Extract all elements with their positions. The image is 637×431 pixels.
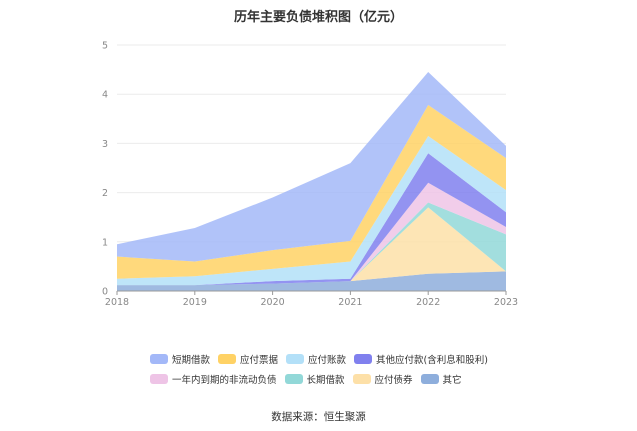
chart-plot: 0 1 2 3 4 5 2018 2019 2020 2021 2022 2023 (102, 41, 518, 309)
area-series-8 (117, 72, 506, 262)
legend-swatch (352, 374, 371, 384)
legend-swatch (286, 354, 305, 364)
legend-label: 其他应付款(含利息和股利) (376, 355, 488, 366)
legend-row: 短期借款 应付票据 应付账款 其他应付款(含利息和股利) (150, 352, 510, 372)
chart-title: 历年主要负债堆积图（亿元） (233, 10, 403, 25)
x-tick-label: 2020 (261, 297, 285, 308)
legend-label: 应付债券 (374, 375, 413, 386)
legend-swatch (284, 374, 303, 384)
y-tick-label: 3 (102, 139, 108, 150)
y-tick-label: 0 (102, 287, 108, 298)
x-tick-label: 2021 (338, 297, 362, 308)
legend-label: 应付票据 (240, 355, 279, 366)
legend-item[interactable]: 应付债券 (352, 372, 413, 386)
legend-row: 一年内到期的非流动负债 长期借款 应付债券 其它 (150, 372, 510, 392)
data-source: 数据来源：恒生聚源 (271, 411, 366, 423)
x-tick-label: 2018 (105, 297, 129, 308)
legend-item[interactable]: 应付票据 (218, 352, 278, 366)
legend-item[interactable]: 一年内到期的非流动负债 (150, 372, 277, 386)
legend-item[interactable]: 长期借款 (284, 372, 345, 386)
legend-label: 短期借款 (172, 355, 211, 366)
legend-swatch (150, 354, 168, 364)
area-series-2 (117, 207, 506, 286)
area-series-4 (117, 182, 506, 286)
area-series-7 (117, 105, 506, 279)
legend-item[interactable]: 其它 (420, 372, 462, 386)
area-series-5 (117, 153, 506, 286)
axes: 0 1 2 3 4 5 2018 2019 2020 2021 2022 2023 (102, 41, 518, 309)
legend-item[interactable]: 应付账款 (286, 352, 346, 366)
legend-label: 一年内到期的非流动负债 (172, 375, 277, 386)
legend-item[interactable]: 其他应付款(含利息和股利) (354, 352, 488, 366)
area-series-6 (117, 136, 506, 286)
legend-label: 应付账款 (308, 355, 347, 366)
y-tick-label: 1 (102, 237, 108, 248)
y-tick-label: 5 (102, 41, 108, 52)
legend-swatch (420, 374, 439, 384)
legend-swatch (150, 374, 168, 384)
area-series (117, 72, 506, 291)
y-tick-label: 2 (102, 188, 108, 199)
legend: 短期借款 应付票据 应付账款 其他应付款(含利息和股利) 一年内到期的非流动负债 长期借款… (150, 352, 510, 392)
legend-swatch (354, 354, 373, 364)
y-tick-label: 4 (102, 90, 108, 101)
area-series-3 (117, 202, 506, 286)
x-tick-label: 2023 (494, 297, 518, 308)
legend-swatch (218, 354, 237, 364)
legend-label: 其它 (442, 375, 462, 386)
area-series-1 (117, 271, 506, 291)
legend-item[interactable]: 短期借款 (150, 352, 210, 366)
legend-label: 长期借款 (306, 375, 345, 386)
x-tick-label: 2022 (416, 297, 440, 308)
x-tick-label: 2019 (183, 297, 207, 308)
